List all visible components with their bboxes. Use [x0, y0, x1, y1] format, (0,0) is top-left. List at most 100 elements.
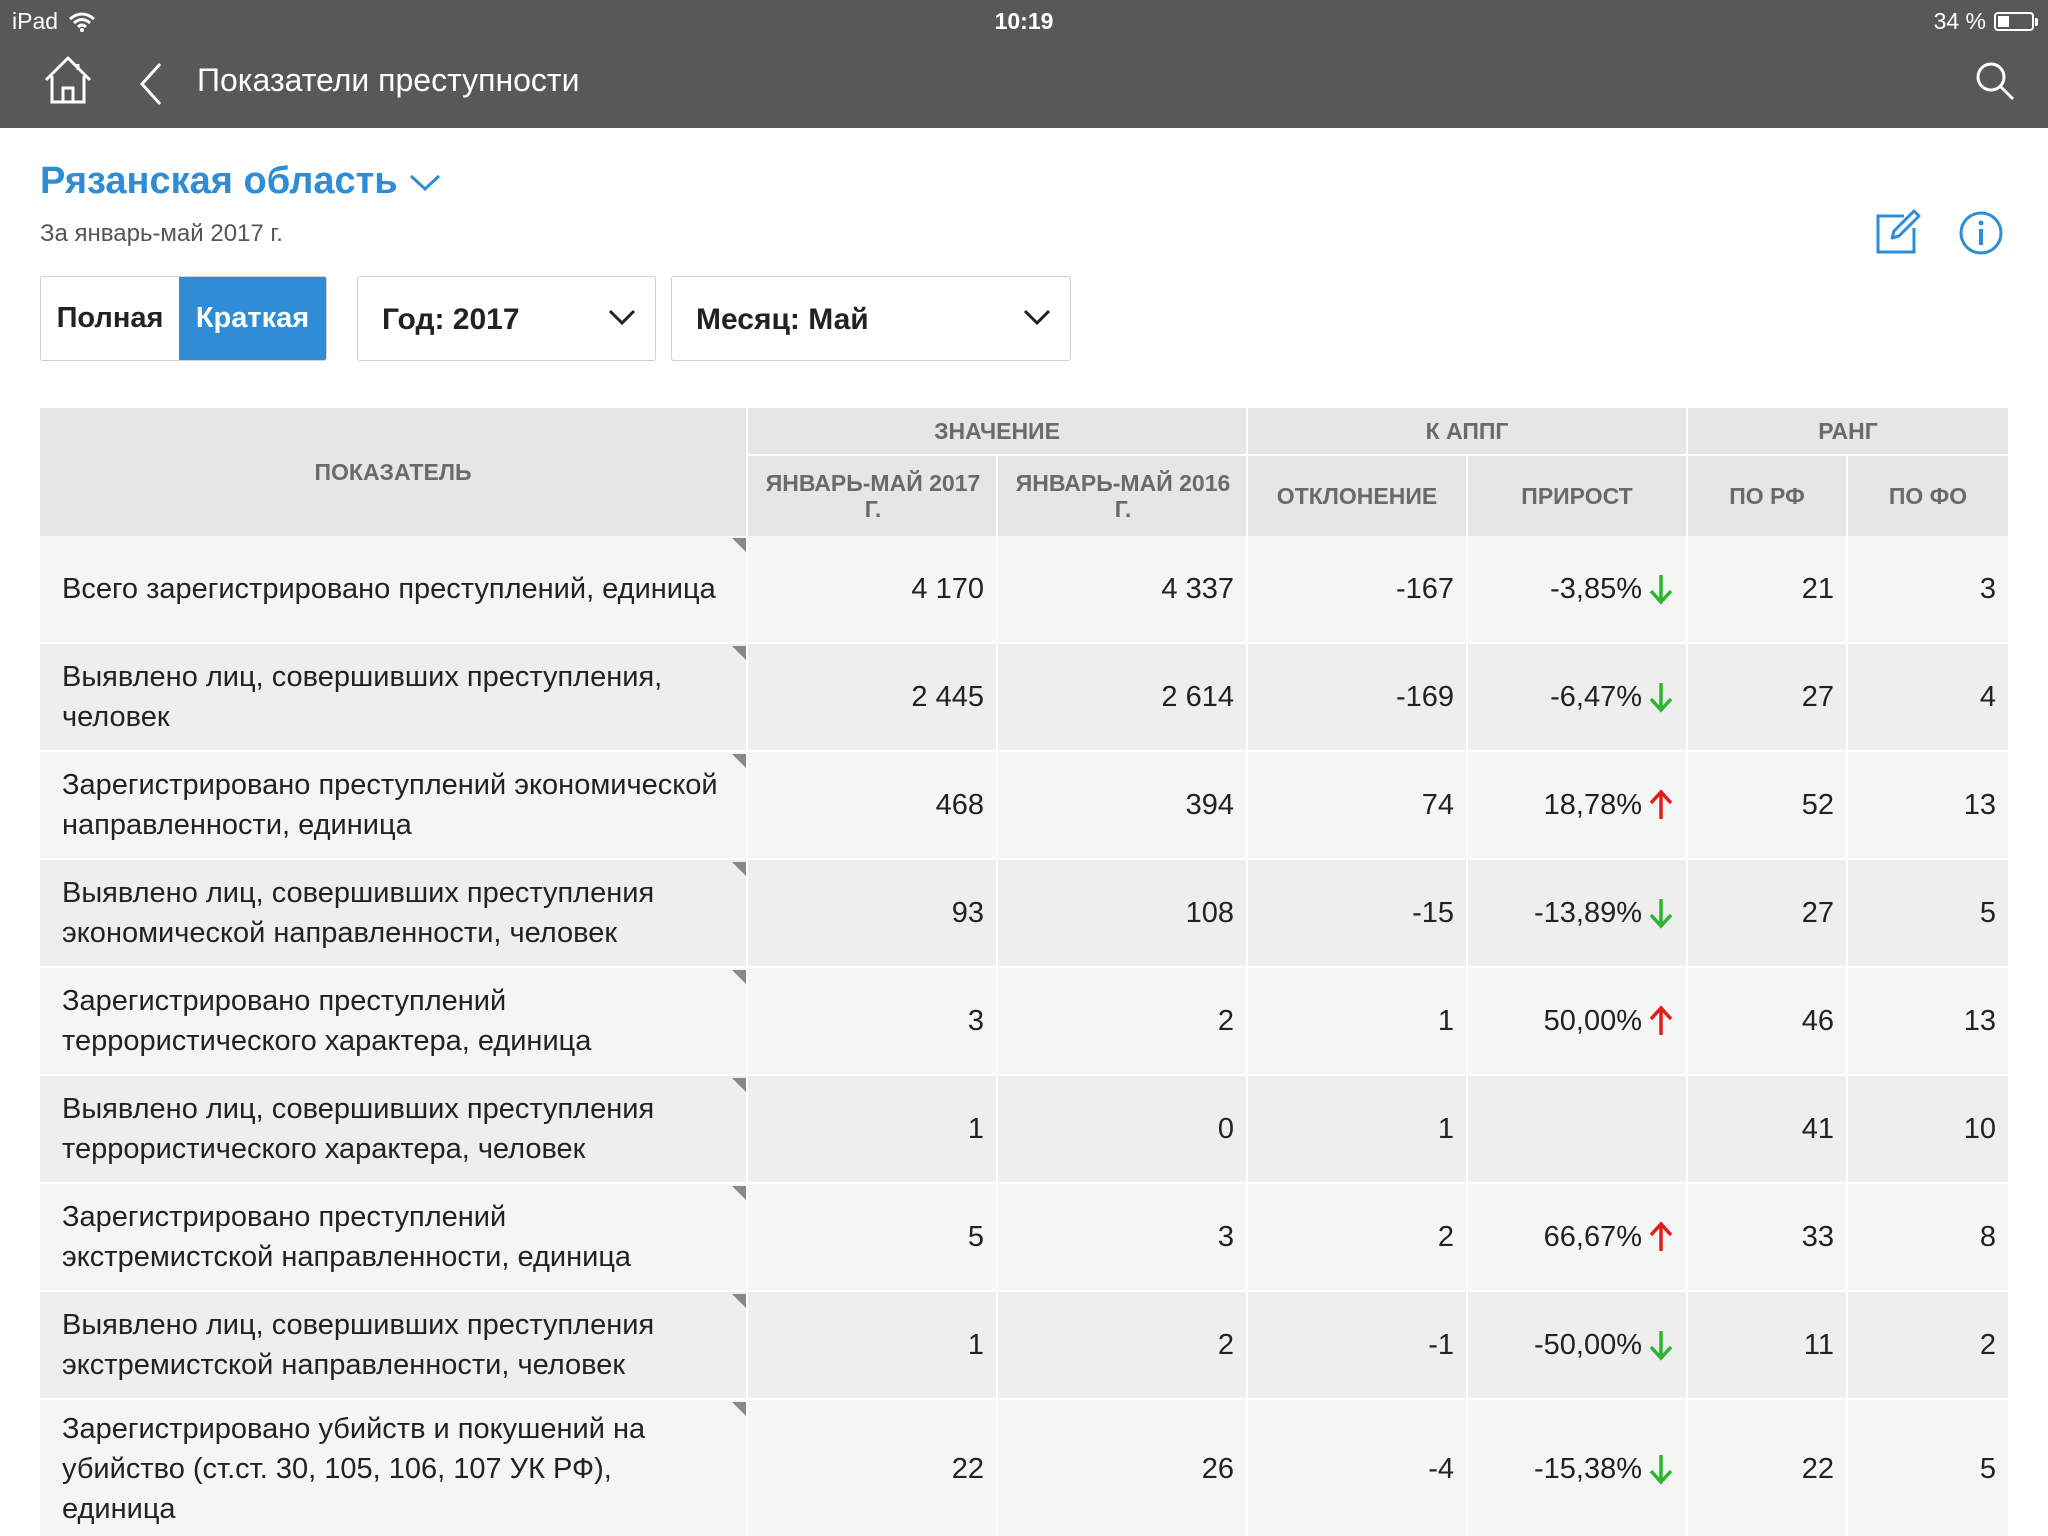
header-deviation[interactable]: ОТКЛОНЕНИЕ	[1276, 483, 1438, 509]
table-row[interactable]: Выявлено лиц, совершивших преступления т…	[40, 1076, 2008, 1184]
month-dropdown[interactable]: Месяц: Май	[671, 276, 1071, 361]
header-rank: РАНГ	[1818, 418, 1878, 444]
info-icon[interactable]	[1958, 210, 2004, 256]
edit-icon[interactable]	[1874, 208, 1922, 256]
top-bar: iPad 10:19 34 % Показатели преступности	[0, 0, 2048, 128]
home-icon[interactable]	[40, 52, 96, 108]
cell-indicator-name: Выявлено лиц, совершивших преступления э…	[62, 877, 655, 949]
cell-rank-fo: 3	[1848, 536, 2008, 642]
header-rank-fo[interactable]: ПО ФО	[1888, 483, 1968, 509]
cell-growth-value: -3,85%	[1550, 572, 1642, 605]
year-dropdown-value: Год: 2017	[382, 303, 520, 336]
cell-rank-fo: 8	[1848, 1184, 2008, 1290]
corner-marker-icon	[732, 1078, 746, 1092]
year-dropdown[interactable]: Год: 2017	[357, 276, 656, 361]
cell-deviation-value: -1	[1428, 1328, 1454, 1361]
cell-deviation: -169	[1248, 644, 1466, 750]
cell-indicator-name: Всего зарегистрировано преступлений, еди…	[62, 573, 716, 605]
header-indicator: ПОКАЗАТЕЛЬ	[314, 459, 472, 485]
cell-jan-may-2017-value: 1	[967, 1328, 984, 1361]
cell-rank-fo: 4	[1848, 644, 2008, 750]
arrow-up-icon	[1649, 1005, 1673, 1035]
cell-rank-rf-value: 52	[1801, 788, 1834, 821]
page-title: Показатели преступности	[197, 62, 580, 98]
cell-jan-may-2016: 26	[998, 1400, 1246, 1536]
cell-jan-may-2016-value: 394	[1185, 788, 1234, 821]
cell-jan-may-2016-value: 2 614	[1161, 680, 1234, 713]
view-full-button[interactable]: Полная	[41, 277, 179, 360]
table-row[interactable]: Зарегистрировано преступлений экстремист…	[40, 1184, 2008, 1292]
header-jan-may-2017[interactable]: ЯНВАРЬ-МАЙ 2017 Г.	[765, 470, 981, 522]
cell-jan-may-2017-value: 22	[951, 1452, 984, 1485]
corner-marker-icon	[732, 1294, 746, 1308]
header-growth[interactable]: ПРИРОСТ	[1521, 483, 1633, 509]
wifi-icon	[69, 12, 96, 32]
corner-marker-icon	[732, 1402, 746, 1416]
cell-jan-may-2016: 2 614	[998, 644, 1246, 750]
back-chevron-icon[interactable]	[134, 60, 168, 108]
period-label: За январь-май 2017 г.	[40, 220, 283, 247]
cell-deviation: -15	[1248, 860, 1466, 966]
cell-growth: -50,00%	[1468, 1292, 1686, 1398]
arrow-down-icon	[1649, 1455, 1673, 1485]
cell-jan-may-2017-value: 5	[967, 1220, 984, 1253]
table-row[interactable]: Выявлено лиц, совершивших преступления э…	[40, 1292, 2008, 1400]
cell-jan-may-2016: 0	[998, 1076, 1246, 1182]
region-selector[interactable]: Рязанская область	[40, 160, 442, 203]
table-row[interactable]: Зарегистрировано убийств и покушений на …	[40, 1400, 2008, 1536]
cell-rank-rf: 11	[1688, 1292, 1846, 1398]
cell-rank-fo-value: 5	[1979, 1452, 1996, 1485]
cell-jan-may-2016-value: 2	[1217, 1328, 1234, 1361]
cell-rank-rf: 41	[1688, 1076, 1846, 1182]
header-rank-rf[interactable]: ПО РФ	[1729, 483, 1805, 509]
arrow-down-icon	[1649, 899, 1673, 929]
table-row[interactable]: Выявлено лиц, совершивших преступления, …	[40, 644, 2008, 752]
cell-rank-rf: 22	[1688, 1400, 1846, 1536]
cell-jan-may-2016: 394	[998, 752, 1246, 858]
crime-table: ПОКАЗАТЕЛЬ ЗНАЧЕНИЕ К АППГ РАНГ ЯНВАРЬ-М…	[40, 408, 2008, 1536]
cell-rank-rf: 33	[1688, 1184, 1846, 1290]
cell-rank-rf-value: 21	[1801, 572, 1834, 605]
cell-growth: -15,38%	[1468, 1400, 1686, 1536]
cell-indicator-name: Зарегистрировано преступлений террористи…	[62, 985, 592, 1057]
cell-rank-rf: 27	[1688, 644, 1846, 750]
region-name: Рязанская область	[40, 160, 398, 202]
cell-rank-fo-value: 13	[1963, 788, 1996, 821]
cell-indicator-name: Выявлено лиц, совершивших преступления э…	[62, 1309, 655, 1381]
cell-growth: 50,00%	[1468, 968, 1686, 1074]
search-icon[interactable]	[1974, 60, 2016, 102]
arrow-down-icon	[1649, 1331, 1673, 1361]
cell-growth: -6,47%	[1468, 644, 1686, 750]
cell-deviation-value: 74	[1421, 788, 1454, 821]
cell-growth-value: 18,78%	[1543, 788, 1642, 821]
header-jan-may-2016[interactable]: ЯНВАРЬ-МАЙ 2016 Г.	[1015, 470, 1231, 522]
cell-rank-rf: 52	[1688, 752, 1846, 858]
view-short-button[interactable]: Краткая	[179, 277, 326, 360]
cell-deviation-value: -15	[1412, 896, 1454, 929]
cell-rank-rf-value: 46	[1801, 1004, 1834, 1037]
cell-jan-may-2016: 2	[998, 968, 1246, 1074]
arrow-down-icon	[1649, 575, 1673, 605]
nav-bar: Показатели преступности	[0, 40, 2048, 128]
cell-jan-may-2017-value: 2 445	[911, 680, 984, 713]
cell-rank-rf-value: 22	[1801, 1452, 1834, 1485]
table-row[interactable]: Зарегистрировано преступлений террористи…	[40, 968, 2008, 1076]
corner-marker-icon	[732, 646, 746, 660]
table-header: ПОКАЗАТЕЛЬ ЗНАЧЕНИЕ К АППГ РАНГ ЯНВАРЬ-М…	[40, 408, 2008, 536]
cell-indicator-name: Зарегистрировано преступлений экономичес…	[62, 769, 718, 841]
table-row[interactable]: Всего зарегистрировано преступлений, еди…	[40, 536, 2008, 644]
cell-jan-may-2017: 93	[748, 860, 996, 966]
cell-jan-may-2017: 2 445	[748, 644, 996, 750]
table-row[interactable]: Выявлено лиц, совершивших преступления э…	[40, 860, 2008, 968]
cell-jan-may-2016-value: 108	[1185, 896, 1234, 929]
cell-deviation: 2	[1248, 1184, 1466, 1290]
cell-deviation: -167	[1248, 536, 1466, 642]
cell-rank-fo-value: 8	[1979, 1220, 1996, 1253]
cell-jan-may-2017: 1	[748, 1292, 996, 1398]
cell-rank-fo-value: 10	[1963, 1112, 1996, 1145]
cell-jan-may-2017: 1	[748, 1076, 996, 1182]
table-row[interactable]: Зарегистрировано преступлений экономичес…	[40, 752, 2008, 860]
corner-marker-icon	[732, 538, 746, 552]
cell-jan-may-2017: 3	[748, 968, 996, 1074]
cell-rank-fo: 2	[1848, 1292, 2008, 1398]
